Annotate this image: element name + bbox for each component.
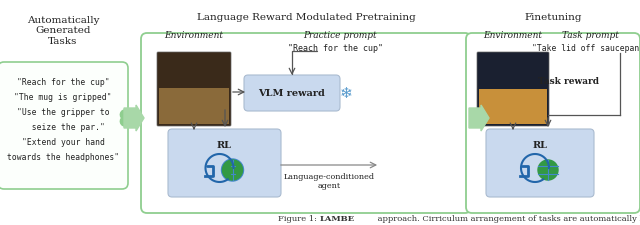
FancyArrow shape [469, 105, 489, 131]
Text: Task prompt: Task prompt [561, 31, 618, 40]
FancyBboxPatch shape [244, 75, 340, 111]
Text: Task reward: Task reward [538, 77, 598, 86]
Text: "Use the gripper to: "Use the gripper to [17, 108, 109, 117]
FancyBboxPatch shape [157, 52, 231, 126]
Text: VLM reward: VLM reward [259, 88, 325, 97]
FancyBboxPatch shape [168, 129, 281, 197]
FancyBboxPatch shape [479, 89, 547, 124]
Text: RL: RL [532, 141, 547, 150]
Text: ❄: ❄ [340, 86, 353, 101]
Text: Figure 1:: Figure 1: [278, 215, 320, 223]
Circle shape [538, 160, 558, 180]
Text: "Extend your hand: "Extend your hand [22, 138, 104, 147]
Circle shape [223, 160, 243, 180]
Text: "Reach for the cup": "Reach for the cup" [287, 44, 383, 53]
Text: Language-conditioned
agent: Language-conditioned agent [284, 173, 374, 190]
Text: "Reach for the cup": "Reach for the cup" [17, 78, 109, 87]
Text: RL: RL [217, 141, 232, 150]
FancyBboxPatch shape [477, 52, 549, 126]
Text: "Take lid off saucepan": "Take lid off saucepan" [532, 44, 640, 53]
Text: LAMBE: LAMBE [320, 215, 355, 223]
Text: Finetuning: Finetuning [524, 13, 582, 22]
Text: Environment: Environment [483, 31, 543, 40]
FancyArrow shape [124, 105, 144, 131]
Text: Environment: Environment [164, 31, 223, 40]
Text: Language Reward Modulated Pretraining: Language Reward Modulated Pretraining [196, 13, 415, 22]
Text: seize the par.": seize the par." [22, 123, 104, 132]
FancyBboxPatch shape [159, 88, 229, 124]
Text: Practice prompt: Practice prompt [303, 31, 377, 40]
FancyBboxPatch shape [486, 129, 594, 197]
Text: towards the headphones": towards the headphones" [7, 153, 119, 162]
Text: "The mug is gripped": "The mug is gripped" [14, 93, 112, 102]
FancyBboxPatch shape [141, 33, 471, 213]
FancyBboxPatch shape [466, 33, 640, 213]
Text: Automatically
Generated
Tasks: Automatically Generated Tasks [27, 16, 99, 46]
FancyBboxPatch shape [0, 62, 128, 189]
Circle shape [221, 159, 243, 181]
Text: approach. Cirriculum arrangement of tasks are automatically labeled by a LM...: approach. Cirriculum arrangement of task… [375, 215, 640, 223]
